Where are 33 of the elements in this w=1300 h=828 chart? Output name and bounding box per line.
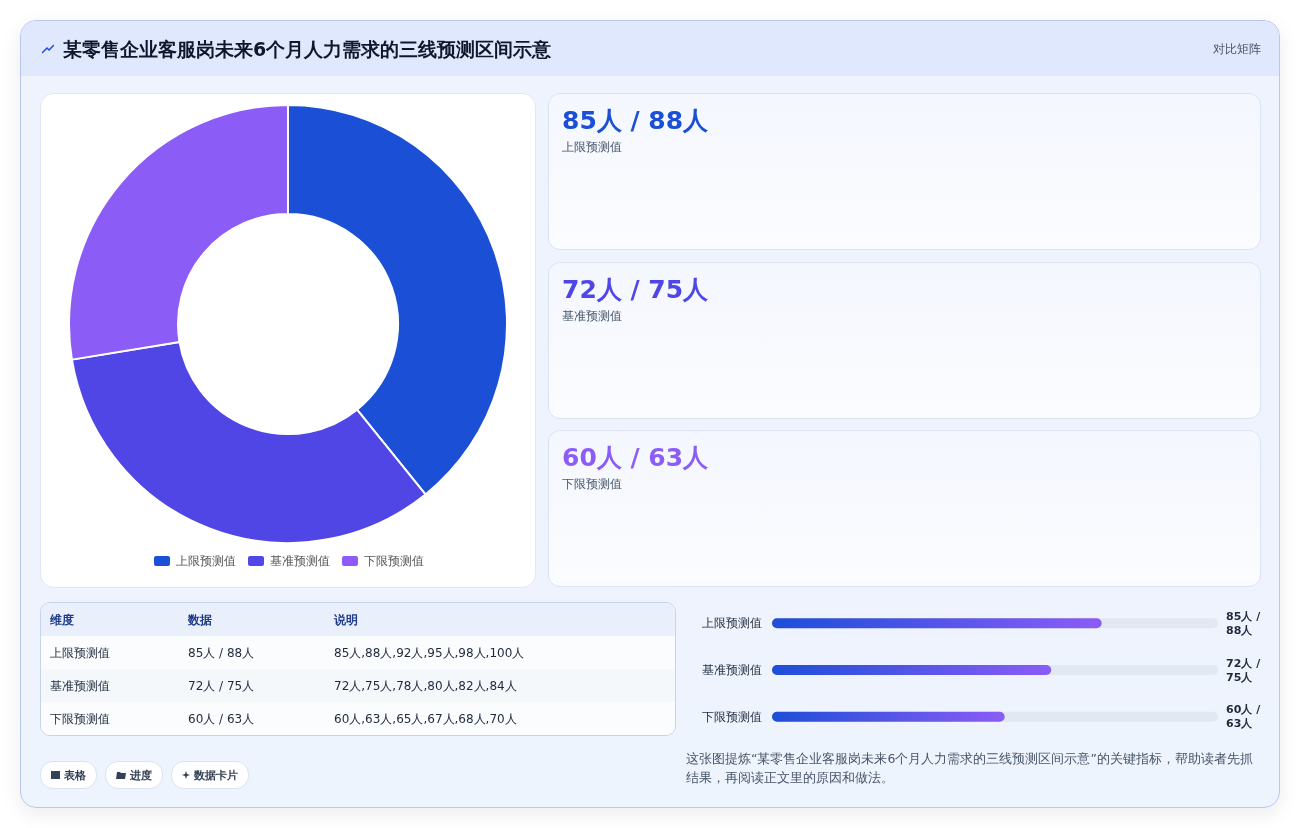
text: 85人 / 88人: [562, 105, 709, 137]
text: 表格: [40, 761, 97, 789]
text: 说明: [334, 612, 358, 629]
text: 基准预测值: [50, 678, 110, 695]
text: 基准预测值: [562, 307, 622, 325]
text: 上限预测值: [50, 645, 110, 662]
text: 进度: [105, 761, 163, 789]
data-label: 72人 / 75人: [1226, 656, 1264, 684]
text: 对比矩阵: [1213, 41, 1261, 58]
data-label: 85人 / 88人: [1226, 609, 1264, 637]
text: 85人 / 88人: [188, 645, 255, 662]
text: 数据: [188, 612, 212, 629]
legend-label: 上限预测值: [176, 554, 236, 568]
y-tick-label: 上限预测值: [702, 616, 762, 631]
chart-title: 某零售企业客服岗未来6个月人力需求的三线预测区间示意: [63, 37, 552, 62]
y-tick-label: 基准预测值: [702, 663, 762, 677]
text: 60人 / 63人: [188, 711, 255, 728]
legend-label: 基准预测值: [270, 554, 330, 568]
legend-label: 下限预测值: [364, 554, 424, 568]
text: 72人 / 75人: [562, 273, 709, 306]
text: 这张图提炼“某零售企业客服岗未来6个月人力需求的三线预测区间示意”的关键指标，帮助读者先抓结果，再阅读正文里的原因和做法。: [686, 750, 1254, 787]
text: 60人,63人,65人,67人,68人,70人: [334, 711, 517, 728]
text: 维度: [50, 612, 74, 629]
text: 数据卡片: [171, 761, 249, 789]
text: 72人,75人,78人,80人,82人,84人: [334, 678, 517, 695]
y-tick-label: 下限预测值: [702, 709, 762, 724]
text: 60人 / 63人: [562, 442, 709, 474]
text: 上限预测值: [562, 139, 622, 156]
text: 85人,88人,92人,95人,98人,100人: [334, 645, 525, 662]
text: 72人 / 75人: [188, 678, 255, 695]
text: 下限预测值: [562, 476, 622, 493]
text: 下限预测值: [50, 711, 110, 728]
data-label: 60人 / 63人: [1226, 703, 1264, 731]
